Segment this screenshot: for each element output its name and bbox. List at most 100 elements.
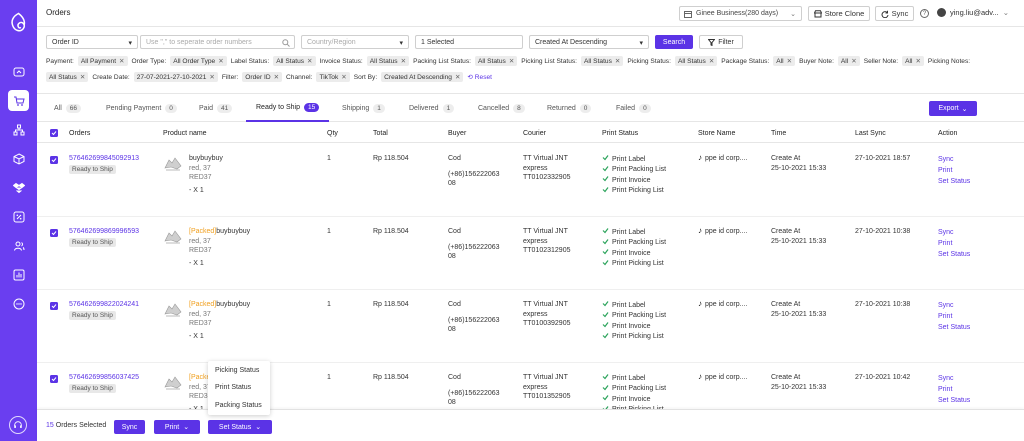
- sidebar-item-customers[interactable]: [8, 235, 29, 256]
- sync-button[interactable]: Sync: [875, 6, 914, 21]
- user-menu[interactable]: ying.liu@adv... ⌄: [937, 8, 1009, 17]
- filter-chip[interactable]: All Order Type ✕: [170, 56, 227, 66]
- print-status-cell: Print Label Print Packing List Print Invoi…: [602, 154, 666, 196]
- tab-returned[interactable]: Returned 0: [547, 95, 592, 122]
- row-set-status-link[interactable]: Set Status: [938, 397, 971, 404]
- store-clone-button[interactable]: Store Clone: [808, 6, 870, 21]
- store-select[interactable]: 1 Selected: [415, 35, 523, 49]
- sidebar-item-reports[interactable]: [8, 264, 29, 285]
- filter-chip[interactable]: All ✕: [837, 56, 860, 66]
- help-icon[interactable]: ?: [920, 9, 929, 18]
- col-orders: Orders: [69, 130, 91, 137]
- close-icon: ✕: [508, 58, 515, 65]
- sidebar-item-dashboard[interactable]: [8, 61, 29, 82]
- row-print-link[interactable]: Print: [938, 386, 953, 393]
- row-checkbox[interactable]: [50, 302, 58, 310]
- total-cell: Rp 118.504: [373, 228, 409, 235]
- filter-chip[interactable]: TikTok ✕: [316, 72, 350, 82]
- table-header: Orders Product name Qty Total Buyer Cour…: [37, 124, 1024, 143]
- export-button[interactable]: Export ⌄: [929, 101, 977, 116]
- filter-chip[interactable]: All Status ✕: [46, 72, 89, 82]
- filter-chip[interactable]: All ✕: [902, 56, 924, 66]
- row-set-status-link[interactable]: Set Status: [938, 251, 971, 258]
- search-button[interactable]: Search: [655, 35, 693, 49]
- sidebar: [0, 0, 37, 441]
- filter-chip[interactable]: Created At Descending ✕: [381, 72, 464, 82]
- close-icon: ✕: [79, 74, 86, 81]
- tab-failed[interactable]: Failed 0: [616, 95, 651, 122]
- filter-chip[interactable]: All ✕: [773, 56, 796, 66]
- filter-chip[interactable]: All Status ✕: [273, 56, 316, 66]
- sidebar-item-products[interactable]: [8, 148, 29, 169]
- row-print-link[interactable]: Print: [938, 167, 953, 174]
- order-id-link[interactable]: 576462699845092913: [69, 155, 140, 162]
- filter-chip[interactable]: All Payment ✕: [77, 56, 128, 66]
- order-id-link[interactable]: 576462699856037425: [69, 374, 140, 381]
- filter-chip[interactable]: All Status ✕: [581, 56, 624, 66]
- chat-icon: [13, 298, 24, 309]
- filter-chip[interactable]: Order ID ✕: [242, 72, 283, 82]
- print-status-item: Print Picking List: [602, 186, 666, 197]
- sort-select[interactable]: Created At Descending ▾: [529, 35, 649, 49]
- row-checkbox[interactable]: [50, 375, 58, 383]
- country-select[interactable]: Country/Region ▾: [301, 35, 409, 49]
- row-checkbox[interactable]: [50, 156, 58, 164]
- tab-all[interactable]: All 66: [54, 95, 82, 122]
- filter-chip[interactable]: 27-07-2021-27-10-2021 ✕: [133, 72, 218, 82]
- check-icon: [602, 373, 609, 384]
- tiktok-icon: ♪: [698, 372, 702, 381]
- close-icon: ✕: [708, 58, 715, 65]
- sidebar-item-chat[interactable]: [8, 293, 29, 314]
- tab-shipping[interactable]: Shipping 1: [342, 95, 385, 122]
- tab-cancelled[interactable]: Cancelled 8: [478, 95, 525, 122]
- row-set-status-link[interactable]: Set Status: [938, 324, 971, 331]
- filter-chip[interactable]: All Status ✕: [366, 56, 410, 66]
- tab-delivered[interactable]: Delivered 1: [409, 95, 455, 122]
- filter-button[interactable]: Filter: [699, 35, 743, 49]
- row-print-link[interactable]: Print: [938, 313, 953, 320]
- row-checkbox[interactable]: [50, 229, 58, 237]
- sidebar-item-inventory[interactable]: [8, 177, 29, 198]
- headset-icon[interactable]: [9, 416, 27, 434]
- print-status-item: Print Packing List: [602, 165, 666, 176]
- close-icon: ✕: [915, 58, 921, 65]
- sidebar-item-orders[interactable]: [8, 90, 29, 111]
- filter-chip[interactable]: All Status ✕: [474, 56, 518, 66]
- check-icon: [602, 384, 609, 395]
- bulk-print-button[interactable]: Print ⌄: [154, 420, 200, 434]
- row-sync-link[interactable]: Sync: [938, 156, 954, 163]
- row-sync-link[interactable]: Sync: [938, 302, 954, 309]
- row-set-status-link[interactable]: Set Status: [938, 178, 971, 185]
- status-badge: Ready to Ship: [69, 238, 116, 247]
- bulk-set-status-button[interactable]: Set Status ⌄: [208, 420, 272, 434]
- row-sync-link[interactable]: Sync: [938, 229, 954, 236]
- courier-cell: TT Virtual JNT express TT0102332905: [523, 155, 571, 181]
- close-icon: ✕: [119, 58, 125, 65]
- check-icon: [602, 165, 609, 176]
- menu-item-packing-status[interactable]: Packing Status: [215, 402, 262, 409]
- menu-item-print-status[interactable]: Print Status: [215, 384, 252, 391]
- business-select[interactable]: Ginee Business(280 days) ⌄: [679, 6, 802, 21]
- tab-paid[interactable]: Paid 41: [199, 95, 233, 122]
- row-print-link[interactable]: Print: [938, 240, 953, 247]
- menu-item-picking-status[interactable]: Picking Status: [215, 367, 260, 374]
- bulk-sync-button[interactable]: Sync: [114, 420, 145, 434]
- sidebar-item-organization[interactable]: [8, 119, 29, 140]
- order-id-link[interactable]: 576462699822024241: [69, 301, 140, 308]
- tab-ready-to-ship[interactable]: Ready to Ship 15: [246, 95, 330, 122]
- product-info: buybuybuy red, 37 RED37- X 1: [189, 155, 223, 194]
- filter-chip[interactable]: All Status ✕: [674, 56, 718, 66]
- reset-link[interactable]: ⟲ Reset: [467, 74, 493, 81]
- order-id-select[interactable]: Order ID ▾: [46, 35, 138, 49]
- select-all-checkbox[interactable]: [50, 129, 58, 137]
- order-id-link[interactable]: 576462699869996593: [69, 228, 140, 235]
- check-icon: [602, 248, 609, 259]
- chevron-down-icon: ⌄: [183, 424, 190, 431]
- row-sync-link[interactable]: Sync: [938, 375, 954, 382]
- order-search-input[interactable]: Use "," to seperate order numbers: [140, 35, 295, 49]
- sidebar-item-promotions[interactable]: [8, 206, 29, 227]
- qty-cell: 1: [327, 374, 331, 381]
- print-status-item: Print Invoice: [602, 394, 666, 405]
- tab-pending-payment[interactable]: Pending Payment 0: [106, 95, 177, 122]
